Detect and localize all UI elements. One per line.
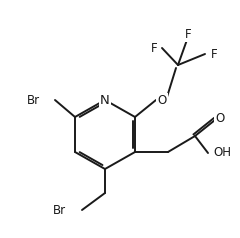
Text: N: N	[100, 94, 110, 106]
Text: Br: Br	[27, 94, 40, 106]
Text: Br: Br	[53, 203, 66, 217]
Text: F: F	[185, 29, 191, 41]
Text: OH: OH	[213, 147, 231, 159]
Text: O: O	[157, 94, 167, 106]
Text: F: F	[211, 49, 217, 61]
Text: F: F	[151, 41, 157, 55]
Text: O: O	[215, 113, 225, 125]
